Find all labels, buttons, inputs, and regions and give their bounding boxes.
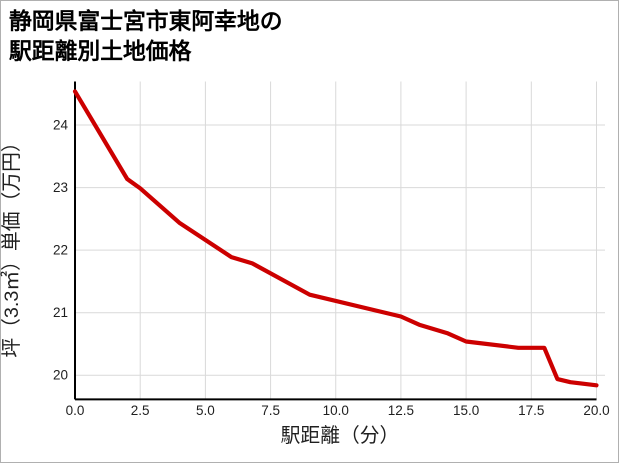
svg-text:駅距離（分）: 駅距離（分） xyxy=(281,425,400,447)
svg-text:7.5: 7.5 xyxy=(261,403,280,418)
svg-text:23: 23 xyxy=(53,180,68,195)
svg-text:5.0: 5.0 xyxy=(196,403,215,418)
svg-text:15.0: 15.0 xyxy=(453,403,479,418)
svg-text:20: 20 xyxy=(53,368,68,383)
svg-text:20.0: 20.0 xyxy=(583,403,609,418)
svg-text:12.5: 12.5 xyxy=(388,403,414,418)
svg-text:坪（3.3㎡）単価（万円）: 坪（3.3㎡）単価（万円） xyxy=(0,132,23,357)
svg-text:0.0: 0.0 xyxy=(66,403,85,418)
svg-text:10.0: 10.0 xyxy=(323,403,349,418)
svg-text:21: 21 xyxy=(53,305,68,320)
svg-text:22: 22 xyxy=(53,243,68,258)
svg-text:2.5: 2.5 xyxy=(131,403,150,418)
svg-text:17.5: 17.5 xyxy=(518,403,544,418)
svg-text:24: 24 xyxy=(53,118,69,133)
